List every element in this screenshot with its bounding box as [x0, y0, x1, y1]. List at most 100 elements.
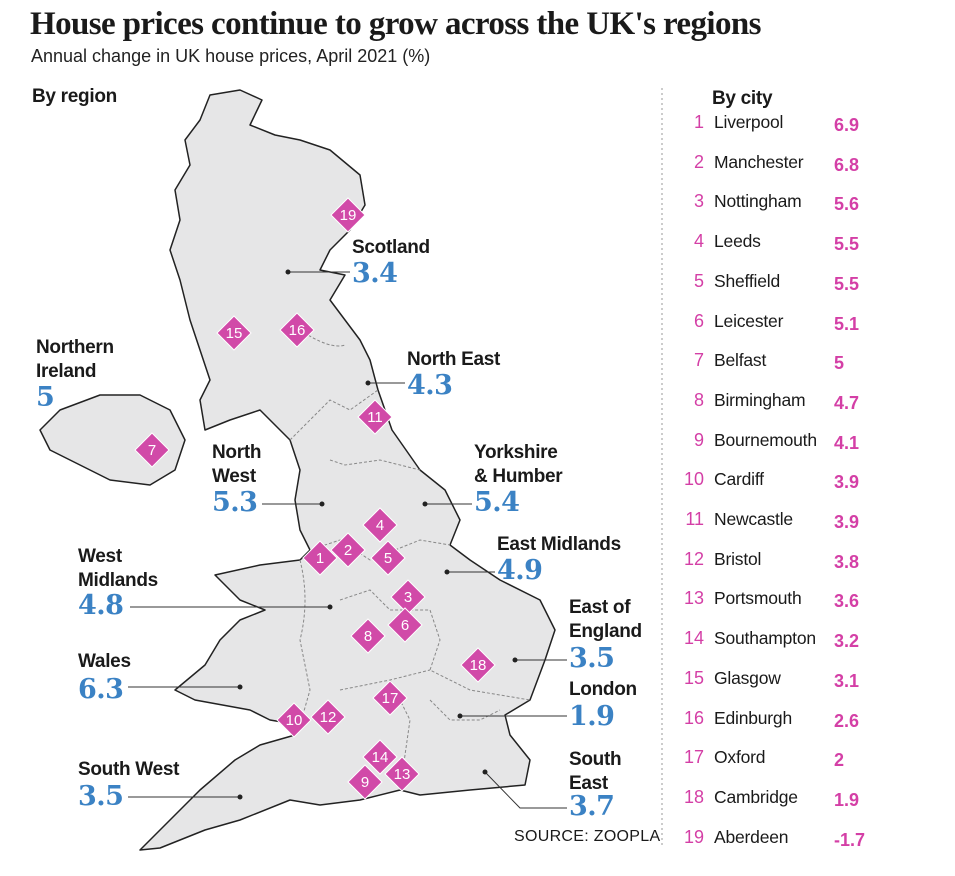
city-value: 6.8 [834, 154, 860, 175]
northern-ireland [39, 394, 186, 486]
city-rank: 4 [693, 231, 704, 252]
leader-dot [422, 501, 428, 507]
city-rank: 12 [683, 548, 704, 569]
city-rank: 9 [693, 429, 704, 450]
city-rank: 15 [683, 667, 704, 688]
leader-dot [365, 380, 371, 386]
leader-dot [237, 794, 243, 800]
region-name: South West [78, 759, 180, 780]
region-value: 4.3 [407, 370, 453, 401]
city-marker-label: 2 [344, 542, 352, 559]
city-rank: 17 [683, 747, 704, 768]
leader-dot [319, 501, 325, 507]
city-marker [310, 699, 346, 735]
city-name: Cardiff [714, 469, 764, 490]
city-value: 5.5 [834, 273, 860, 294]
city-rank: 3 [693, 191, 704, 212]
region-value: 5.3 [212, 487, 258, 518]
city-marker-label: 4 [376, 517, 384, 534]
city-value: 5.5 [834, 234, 860, 255]
city-name: Leicester [714, 310, 784, 331]
city-marker-label: 10 [286, 712, 303, 729]
great-britain [139, 89, 556, 851]
city-value: 5.6 [834, 194, 860, 215]
source: SOURCE: ZOOPLA [514, 828, 661, 845]
leader-dot [327, 604, 333, 610]
city-rank: 10 [683, 469, 704, 490]
region-name: Scotland [352, 237, 430, 258]
region-name: Yorkshire & Humber [474, 442, 563, 487]
city-value: 4.1 [834, 432, 860, 453]
city-marker [302, 540, 338, 576]
city-value: 5.1 [834, 313, 860, 334]
city-value: 5 [834, 353, 845, 374]
city-marker-label: 19 [340, 207, 357, 224]
city-marker-label: 5 [384, 550, 392, 567]
city-marker-label: 15 [226, 325, 243, 342]
city-marker [460, 647, 496, 683]
city-name: Belfast [714, 350, 767, 371]
city-name: Nottingham [714, 191, 802, 212]
city-name: Liverpool [714, 112, 784, 132]
city-name: Portsmouth [714, 588, 802, 609]
city-marker-label: 6 [401, 617, 409, 634]
region-name: East Midlands [497, 534, 621, 555]
region-value: 4.8 [78, 590, 124, 621]
region-name: Northern Ireland [36, 337, 114, 382]
city-rank: 18 [683, 786, 704, 807]
city-rank: 6 [693, 310, 704, 331]
city-marker-label: 9 [361, 774, 369, 791]
city-rank: 8 [693, 389, 704, 410]
leader-dot [482, 769, 488, 775]
city-value: 3.8 [834, 551, 860, 572]
city-value: 4.7 [834, 392, 860, 413]
cities-heading: By city [712, 88, 773, 109]
region-name: North East [407, 349, 501, 370]
city-marker [362, 507, 398, 543]
city-name: Glasgow [714, 667, 781, 688]
region-name: East of England [569, 597, 642, 642]
city-marker-label: 3 [404, 589, 412, 606]
city-marker [372, 680, 408, 716]
region-value: 3.7 [569, 791, 615, 822]
city-name: Cambridge [714, 786, 798, 807]
leader-dot [457, 713, 463, 719]
city-marker-label: 8 [364, 628, 372, 645]
city-name: Manchester [714, 151, 804, 172]
city-rank: 2 [693, 151, 704, 172]
city-value: -1.7 [834, 829, 866, 850]
city-rank: 7 [693, 350, 704, 371]
leader-dot [444, 569, 450, 575]
city-name: Birmingham [714, 389, 806, 410]
city-name: Leeds [714, 231, 761, 252]
city-value: 3.1 [834, 670, 860, 691]
city-marker [347, 764, 383, 800]
city-value: 3.9 [834, 472, 860, 493]
city-marker-label: 14 [372, 749, 389, 766]
city-rank: 13 [683, 588, 704, 609]
city-rank: 1 [693, 112, 704, 132]
city-marker [276, 702, 312, 738]
city-marker [362, 739, 398, 775]
city-name: Southampton [714, 628, 816, 649]
city-marker [216, 315, 252, 351]
city-value: 2 [834, 750, 845, 771]
region-value: 3.4 [352, 258, 398, 289]
region-name: London [569, 679, 637, 700]
city-name: Newcastle [714, 509, 793, 529]
region-value: 4.9 [497, 555, 543, 586]
region-value: 3.5 [569, 643, 615, 674]
city-name: Aberdeen [714, 826, 789, 847]
title: House prices continue to grow across the… [30, 6, 761, 42]
city-marker-label: 1 [316, 550, 324, 567]
leader-line [484, 771, 567, 809]
region-name: Wales [78, 651, 131, 672]
city-marker [330, 197, 366, 233]
city-name: Oxford [714, 747, 766, 768]
city-marker [330, 532, 366, 568]
city-rank: 5 [693, 270, 704, 291]
city-name: Sheffield [714, 270, 780, 291]
region-name: West Midlands [78, 546, 158, 591]
region-value: 3.5 [78, 781, 124, 812]
city-rank: 16 [683, 707, 704, 728]
